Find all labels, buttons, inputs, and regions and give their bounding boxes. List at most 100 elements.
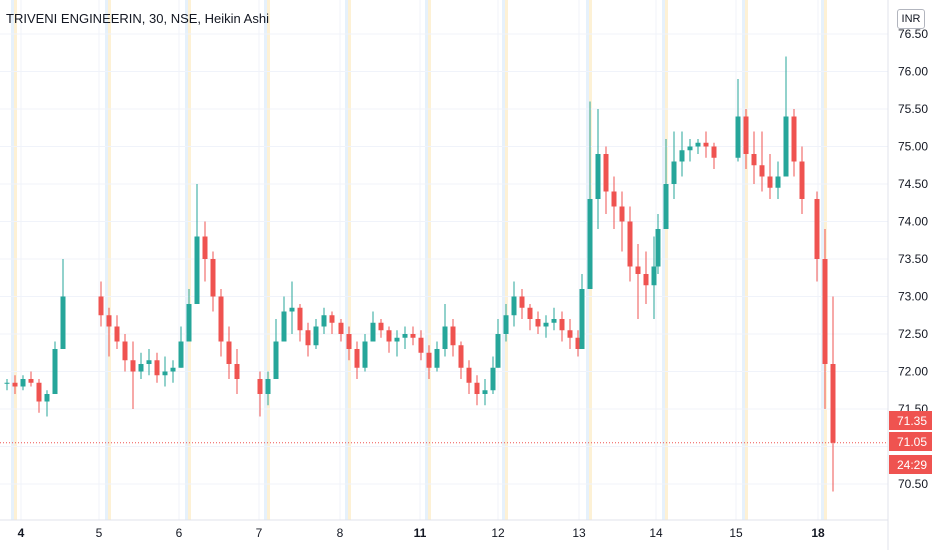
candle-body xyxy=(154,360,160,376)
candle-body xyxy=(735,116,741,158)
y-tick-label: 70.50 xyxy=(898,477,928,491)
candle-body xyxy=(627,221,633,267)
candle-body xyxy=(378,322,384,331)
candle xyxy=(635,244,641,319)
candle xyxy=(386,326,392,353)
currency-button[interactable]: INR xyxy=(897,9,925,29)
candle xyxy=(426,345,432,379)
x-tick-label: 8 xyxy=(337,526,344,540)
candle-body xyxy=(567,330,573,338)
candle-body xyxy=(559,319,565,331)
candle xyxy=(450,319,456,357)
candle-body xyxy=(482,390,488,394)
candle-body xyxy=(799,161,805,199)
candle xyxy=(178,326,184,368)
candle-body xyxy=(511,296,517,316)
candle xyxy=(735,79,741,162)
candle xyxy=(687,139,693,162)
price-badge-bg xyxy=(889,411,932,430)
candle-body xyxy=(386,330,392,342)
candle xyxy=(122,334,128,372)
candle-body xyxy=(281,311,287,342)
candle-body xyxy=(36,382,42,402)
candle-body xyxy=(474,382,480,394)
candle-body xyxy=(370,322,376,342)
candle xyxy=(194,184,200,304)
session-band xyxy=(11,0,14,520)
candle xyxy=(830,296,836,492)
candle xyxy=(12,375,18,394)
candle-body xyxy=(265,379,271,394)
candle xyxy=(362,334,368,372)
candle-body xyxy=(122,341,128,361)
candle-body xyxy=(170,367,176,372)
candle-body xyxy=(703,142,709,147)
candle-body xyxy=(783,116,789,177)
session-band xyxy=(14,0,17,520)
candle xyxy=(20,375,26,391)
candle xyxy=(791,109,797,177)
candle-body xyxy=(210,259,216,297)
price-badge-bg xyxy=(889,455,932,474)
candle-body xyxy=(257,379,263,394)
candle xyxy=(434,341,440,372)
candle xyxy=(338,319,344,342)
candle-body xyxy=(138,364,144,372)
candle-body xyxy=(759,165,765,177)
candle-body xyxy=(338,322,344,334)
candle xyxy=(28,371,34,387)
candle xyxy=(130,341,136,409)
candle xyxy=(822,229,828,409)
candle-body xyxy=(114,326,120,342)
candle xyxy=(154,352,160,383)
price-badge-text: 24:29 xyxy=(897,458,927,472)
candle xyxy=(551,307,557,331)
candle-body xyxy=(551,319,557,323)
candle xyxy=(52,341,58,394)
session-band xyxy=(502,0,505,520)
candle-body xyxy=(60,296,66,349)
candle-body xyxy=(442,326,448,349)
candle xyxy=(527,304,533,331)
candle-body xyxy=(791,116,797,162)
candle-body xyxy=(297,307,303,331)
candle-body xyxy=(619,206,625,222)
candle xyxy=(410,326,416,346)
session-band xyxy=(188,0,191,520)
candle-body xyxy=(466,367,472,383)
session-band xyxy=(345,0,348,520)
candle xyxy=(466,360,472,394)
y-tick-label: 75.00 xyxy=(898,140,928,154)
candle-body xyxy=(822,259,828,364)
candle xyxy=(482,379,488,406)
session-band xyxy=(185,0,188,520)
candle-body xyxy=(202,236,208,259)
candle xyxy=(759,131,765,192)
candle xyxy=(170,360,176,383)
candle xyxy=(663,139,669,229)
candle-body xyxy=(354,349,360,368)
candle-body xyxy=(687,146,693,151)
candle xyxy=(655,214,661,274)
candle xyxy=(559,311,565,342)
x-tick-label: 11 xyxy=(414,526,427,540)
candle-body xyxy=(543,322,549,327)
candle xyxy=(114,315,120,349)
candle xyxy=(98,281,104,327)
candle xyxy=(202,221,208,282)
candle xyxy=(321,307,327,334)
candle xyxy=(814,191,820,282)
candle-body xyxy=(458,345,464,368)
candle xyxy=(106,307,112,357)
candle xyxy=(458,341,464,379)
candle xyxy=(44,390,50,417)
session-band xyxy=(662,0,665,520)
price-badge-text: 71.05 xyxy=(897,435,927,449)
session-band xyxy=(108,0,111,520)
candle xyxy=(799,146,805,214)
candle xyxy=(442,304,448,357)
candle-body xyxy=(503,315,509,334)
candle-body xyxy=(402,334,408,338)
candle xyxy=(394,330,400,357)
